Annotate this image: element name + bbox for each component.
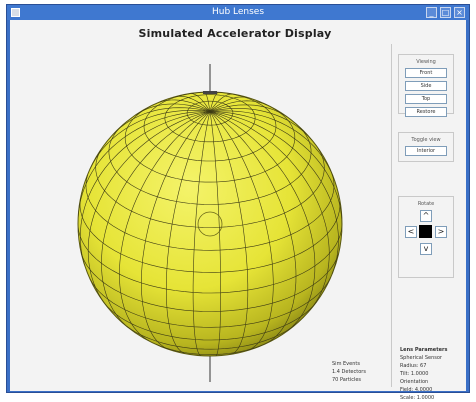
grid-line [191, 93, 211, 112]
grid-line [79, 198, 341, 273]
grid-line [209, 111, 342, 226]
grid-line [101, 111, 211, 329]
control-panel: Viewing Front Side Top Restore Toggle vi… [391, 44, 460, 401]
grid-line [78, 111, 210, 217]
rotate-right-button[interactable]: > [435, 226, 447, 238]
grid-line [209, 111, 316, 331]
grid-line [209, 111, 297, 345]
info-right-line: Spherical Sensor [400, 355, 442, 361]
rotate-down-button[interactable]: v [420, 243, 432, 255]
grid-line [156, 343, 266, 355]
maximize-button[interactable]: □ [440, 7, 451, 18]
grid-line [192, 111, 211, 356]
grid-line [89, 110, 211, 169]
grid-line [108, 124, 312, 205]
viewing-group-label: Viewing [416, 59, 436, 65]
grid-line [87, 111, 211, 304]
info-left-line: Sim Events [332, 361, 360, 367]
minimize-button[interactable]: _ [426, 7, 437, 18]
window-title: Hub Lenses [211, 7, 265, 17]
grid-line [209, 111, 221, 356]
rotate-group-label: Rotate [417, 201, 435, 207]
grid-line [209, 96, 248, 112]
grid-line [140, 111, 211, 350]
grid-line [119, 111, 211, 342]
info-right-line: Scale: 1.0000 [400, 395, 435, 401]
rotate-up-button[interactable]: ^ [420, 210, 432, 222]
client-area: Simulated Accelerator Display [10, 20, 466, 401]
front-view-button[interactable]: Front [405, 68, 447, 78]
title-bar[interactable]: Hub Lenses _ □ × [7, 5, 469, 20]
grid-line [80, 251, 339, 312]
info-right-line: Field: 4.0000 [400, 387, 433, 393]
info-left-line: 70 Particles [332, 377, 362, 383]
grid-line [79, 111, 211, 266]
sphere-viewport[interactable] [60, 64, 370, 388]
center-marker [197, 211, 223, 237]
info-left: Sim Events 1.4 Detectors 70 Particles [332, 360, 366, 384]
app-icon [11, 8, 20, 17]
grid-line [209, 93, 234, 112]
side-view-button[interactable]: Side [405, 81, 447, 91]
toggle-view-group: Toggle view Interior [398, 132, 454, 162]
grid-line [124, 105, 296, 183]
rotate-group: Rotate ^ < > v [398, 196, 454, 278]
grid-line [113, 107, 211, 135]
info-right-line: Orientation [400, 379, 429, 385]
grid-line [175, 95, 211, 112]
rotate-left-button[interactable]: < [405, 226, 417, 238]
info-right: Lens Parameters Spherical Sensor Radius:… [400, 346, 447, 402]
grid-line [135, 103, 211, 116]
info-right-line: Tilt: 1.0000 [400, 371, 429, 377]
grid-line [209, 111, 249, 355]
sphere-canvas[interactable] [60, 64, 370, 384]
grid-line [209, 111, 339, 275]
grid-line [209, 92, 219, 112]
grid-line [209, 111, 330, 311]
application-window: Hub Lenses _ □ × Simulated Accelerator D… [6, 4, 470, 401]
restore-view-button[interactable]: Restore [405, 107, 447, 117]
top-view-button[interactable]: Top [405, 94, 447, 104]
grid-line [78, 225, 342, 294]
grid-line [209, 111, 274, 351]
viewing-group: Viewing Front Side Top Restore [398, 54, 454, 117]
info-right-heading: Lens Parameters [400, 347, 448, 353]
close-button[interactable]: × [454, 7, 465, 18]
grid-line [209, 110, 334, 178]
grid-line [209, 100, 268, 112]
info-left-line: 1.4 Detectors [332, 369, 366, 375]
page-title: Simulated Accelerator Display [138, 27, 332, 40]
grid-line [166, 111, 211, 354]
toggle-view-label: Toggle view [411, 137, 441, 143]
grid-line [209, 104, 287, 117]
grid-line [209, 108, 313, 141]
north-pole-marker [203, 91, 217, 94]
info-right-line: Radius: 67 [400, 363, 427, 369]
interior-toggle-button[interactable]: Interior [405, 146, 447, 156]
rotate-center-indicator [419, 225, 432, 238]
grid-line [159, 99, 211, 112]
